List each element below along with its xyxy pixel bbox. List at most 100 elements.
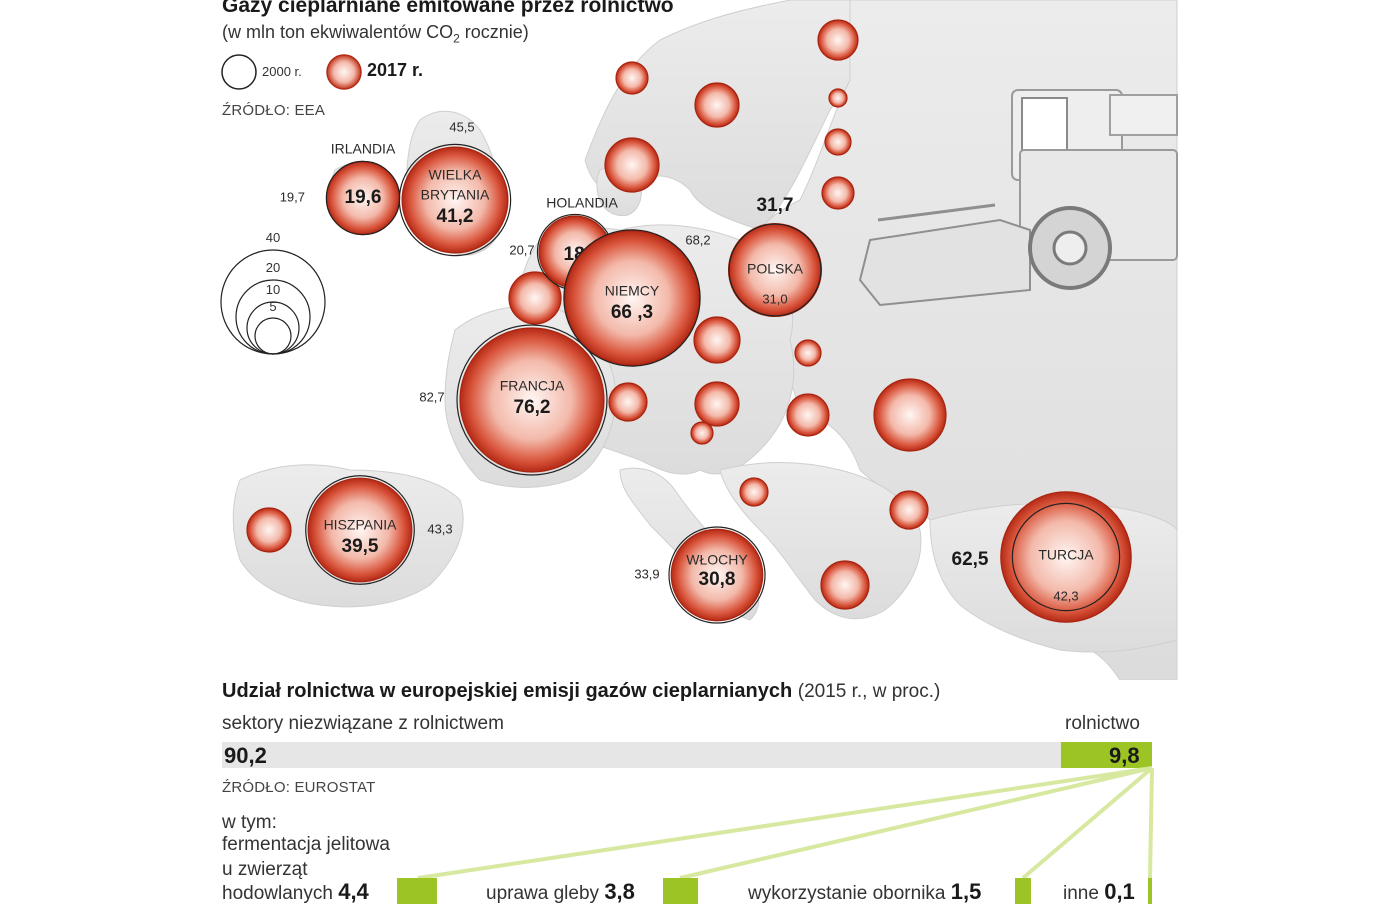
country-name-wielka-brytania: WIELKA	[429, 167, 483, 183]
scale-label-10: 10	[265, 282, 281, 297]
harvester-reel-line	[877, 203, 996, 222]
scale-label-20: 20	[265, 260, 281, 275]
country-name-irlandia: IRLANDIA	[331, 141, 396, 157]
value-2000-irlandia: 19,7	[280, 189, 305, 204]
ring-2000-hiszpania	[305, 475, 415, 585]
category-label-agri: rolnictwo	[1065, 713, 1140, 734]
breakdown-intro: w tym:	[222, 812, 277, 833]
source-eurostat: ŹRÓDŁO: EUROSTAT	[222, 779, 376, 796]
breakdown-3-row: wykorzystanie obornika 1,5	[748, 879, 981, 906]
country-bubble-unlabeled	[820, 560, 870, 610]
ring-2000-niemcy	[563, 229, 701, 367]
breakdown-1-line-1: fermentacja jelitowa	[222, 834, 390, 855]
combine-harvester-illustration	[858, 89, 1178, 307]
value-2000-turcja: 42,3	[1053, 588, 1078, 603]
europe-bubble-map: IRLANDIA 19,6 19,7 WIELKA BRYTANIA 41,2 45,5 HO…	[232, 0, 1178, 680]
country-bubble-unlabeled	[821, 176, 855, 210]
ring-2000-wielka-brytania	[398, 143, 512, 257]
country-bubble-unlabeled	[817, 19, 859, 61]
breakdown-3-bar	[1015, 878, 1031, 904]
country-bubble-unlabeled	[786, 393, 830, 437]
value-2017-wielka-brytania: 41,2	[437, 206, 474, 227]
category-label-non-agri: sektory niezwiązane z rolnictwem	[222, 713, 504, 734]
value-2000-wielka-brytania: 45,5	[449, 119, 474, 134]
share-chart-title: Udział rolnictwa w europejskiej emisji g…	[222, 680, 940, 703]
breakdown-2-bar	[663, 878, 698, 904]
country-bubble-unlabeled	[508, 271, 562, 325]
breakdown-1-bar	[397, 878, 437, 904]
land-balkans	[719, 462, 922, 620]
share-chart-title-text: Udział rolnictwa w europejskiej emisji g…	[222, 680, 793, 702]
country-bubble-unlabeled	[828, 88, 848, 108]
bubble-2017-wielka-brytania	[401, 146, 509, 254]
value-2000-polska: 31,0	[762, 291, 787, 306]
value-2017-irlandia: 19,6	[345, 187, 382, 208]
year-legend-2000-circle	[221, 54, 257, 90]
ring-2000-włochy	[668, 526, 766, 624]
ring-2000-polska	[728, 223, 822, 317]
harvester-wheel-hub	[1052, 230, 1088, 266]
value-agri: 9,8	[1109, 743, 1140, 768]
connector-4	[1148, 767, 1154, 879]
breakdown-1-value: 4,4	[338, 879, 369, 904]
legend-2017-label: 2017 r.	[367, 60, 424, 80]
bubble-2017-francja	[459, 327, 605, 473]
country-name-polska: POLSKA	[747, 261, 804, 277]
value-2000-holandia: 20,7	[509, 242, 534, 257]
country-name-wielka-brytania: BRYTANIA	[421, 187, 490, 203]
value-2017-hiszpania: 39,5	[342, 536, 379, 557]
country-bubble-unlabeled	[694, 82, 740, 128]
connector-2	[679, 766, 1153, 880]
value-2017-turcja: 62,5	[952, 549, 989, 570]
bubble-2017-niemcy	[564, 230, 700, 366]
country-name-hiszpania: HISZPANIA	[324, 517, 398, 533]
breakdown-3-value: 1,5	[950, 879, 982, 904]
size-scale-legend	[220, 249, 326, 355]
subtitle-part-2: rocznie)	[459, 22, 529, 42]
scale-circle-5	[254, 317, 292, 355]
country-bubble-unlabeled	[889, 490, 929, 530]
bubble-2017-hiszpania	[307, 477, 413, 583]
chart-title: Gazy cieplarniane emitowane przez rolnic…	[222, 0, 674, 17]
chart-subtitle: (w mln ton ekwiwalentów CO2 rocznie)	[222, 22, 529, 46]
harvester-header	[858, 218, 1031, 307]
breakdown-2-value: 3,8	[604, 879, 635, 904]
value-2017-włochy: 30,8	[699, 569, 736, 590]
country-bubble-unlabeled	[824, 128, 852, 156]
value-2000-niemcy: 68,2	[685, 232, 710, 247]
breakdown-3-label: wykorzystanie obornika	[748, 883, 946, 904]
country-name-holandia: HOLANDIA	[546, 195, 618, 211]
share-chart-note: (2015 r., w proc.)	[797, 681, 941, 702]
breakdown-4-bar	[1148, 878, 1152, 904]
bar-non-agri	[222, 742, 1152, 768]
country-bubble-unlabeled	[246, 507, 292, 553]
country-bubble-unlabeled	[873, 378, 947, 452]
ring-2000-turcja	[1011, 502, 1121, 612]
country-bubble-unlabeled	[739, 477, 769, 507]
scale-label-40: 40	[265, 230, 281, 245]
country-bubble-unlabeled	[608, 382, 648, 422]
ring-2000-francja	[456, 324, 608, 476]
value-2017-polska: 31,7	[757, 195, 794, 216]
breakdown-2-label: uprawa gleby	[486, 883, 600, 904]
breakdown-4-label: inne	[1063, 883, 1099, 904]
country-bubble-unlabeled	[794, 339, 822, 367]
country-bubble-unlabeled	[615, 61, 649, 95]
value-2017-francja: 76,2	[514, 397, 551, 418]
country-bubble-unlabeled	[694, 381, 740, 427]
country-name-turcja: TURCJA	[1038, 547, 1094, 563]
country-name-francja: FRANCJA	[500, 378, 565, 394]
legend-2000-label: 2000 r.	[262, 64, 302, 79]
subtitle-part-1: (w mln ton ekwiwalentów CO	[222, 22, 454, 42]
breakdown-1-line-2: u zwierząt	[222, 859, 308, 880]
breakdown-4-value: 0,1	[1104, 879, 1135, 904]
value-2017-niemcy: 66 ,3	[611, 302, 653, 323]
breakdown-2-row: uprawa gleby 3,8	[486, 879, 635, 906]
country-name-niemcy: NIEMCY	[605, 283, 660, 299]
bar-agri	[1061, 742, 1152, 768]
breakdown-1-line-3-row: hodowlanych 4,4	[222, 879, 369, 906]
breakdown-4-row: inne 0,1	[1063, 879, 1135, 906]
harvester-top-rail	[1109, 94, 1178, 136]
bubble-2017-turcja	[1000, 491, 1132, 623]
